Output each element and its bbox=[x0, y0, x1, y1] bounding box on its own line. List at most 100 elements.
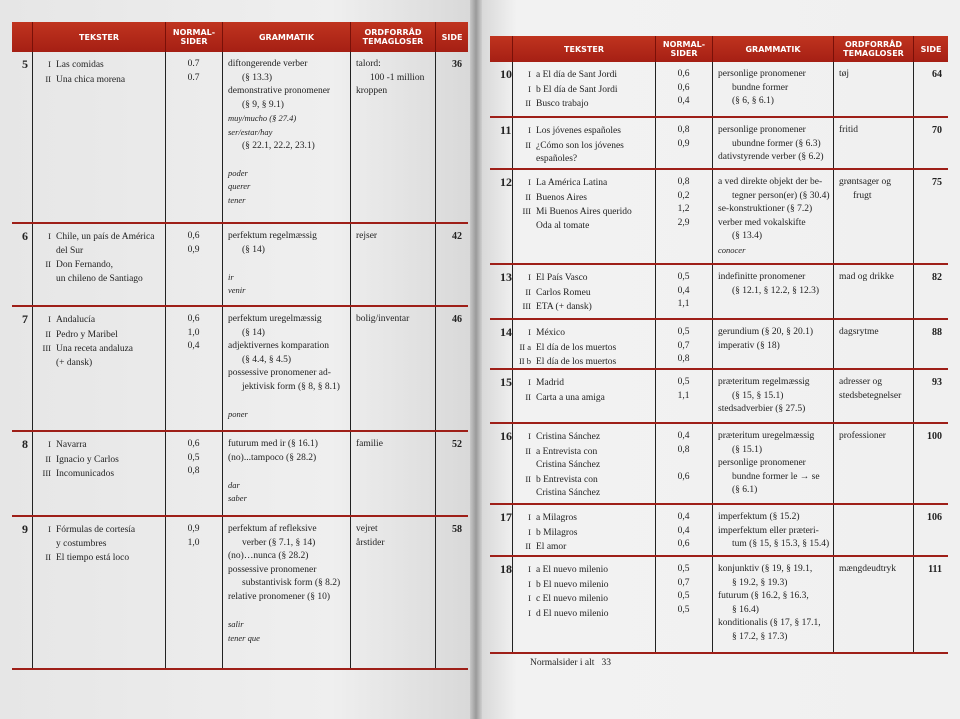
vocab-line: bolig/inventar bbox=[356, 314, 410, 324]
grammar-line: stedsadverbier (§ 27.5) bbox=[718, 404, 806, 415]
normal-pages-value: 0,4 bbox=[187, 341, 200, 352]
grammar-cell: præteritum uregelmæssig (§ 15.1) personlig… bbox=[712, 424, 833, 498]
text-title: Una receta andaluza bbox=[56, 344, 134, 355]
grammar-line: konjunktiv (§ 19, § 19.1, bbox=[718, 564, 813, 574]
text-entry: II Don Fernando, bbox=[32, 258, 165, 273]
column-divider bbox=[512, 62, 513, 116]
table-row: 6 I Chile, un país de América del Sur II Don … bbox=[12, 222, 468, 305]
texts-cell: I Fórmulas de cortesía y costumbres II El ti… bbox=[32, 517, 165, 566]
vocab-cell: rejser bbox=[350, 224, 435, 244]
texts-cell: I Cristina Sánchez II a Entrevista con Crist… bbox=[512, 424, 655, 501]
page-number: 52 bbox=[452, 439, 462, 450]
column-divider bbox=[512, 170, 513, 263]
text-title: b Milagros bbox=[536, 527, 578, 538]
column-divider bbox=[512, 118, 513, 168]
grammar-cell: konjunktiv (§ 19, § 19.1, § 19.2, § 19.3)… bbox=[712, 557, 833, 645]
vocab-cell: grøntsager og frugt bbox=[833, 170, 913, 203]
text-entry: Cristina Sánchez bbox=[512, 459, 655, 473]
grammar-line: muy/mucho (§ 27.4) bbox=[228, 113, 297, 124]
text-title: del Sur bbox=[56, 245, 84, 256]
roman-numeral: I bbox=[48, 59, 51, 69]
normal-pages-value: 0,9 bbox=[187, 524, 200, 534]
texts-cell: I El País Vasco II Carlos Romeu III ETA (+ da… bbox=[512, 265, 655, 315]
vocab-cell: familie bbox=[350, 432, 435, 452]
vocab-line: talord: bbox=[356, 59, 381, 69]
normal-pages-cell: 0,9 1,0 bbox=[165, 517, 222, 550]
text-entry: I La América Latina bbox=[512, 176, 655, 191]
text-title: d El nuevo milenio bbox=[536, 608, 609, 619]
column-divider bbox=[655, 505, 656, 555]
grammar-line: salir bbox=[228, 619, 244, 630]
normal-pages-value: 0,5 bbox=[677, 604, 690, 615]
vocab-line: mængdeudtryk bbox=[839, 564, 896, 574]
header-tekster: TEKSTER bbox=[32, 22, 165, 52]
text-entry: I Andalucía bbox=[32, 313, 165, 328]
table-row: 14 I México II a El día de los muertos II b El… bbox=[490, 318, 948, 368]
chapter-number: 9 bbox=[22, 522, 28, 536]
grammar-line: (§ 12.1, § 12.2, § 12.3) bbox=[732, 285, 820, 296]
grammar-line: § 17.2, § 17.3) bbox=[732, 631, 788, 642]
chapter-number: 18 bbox=[500, 562, 512, 576]
text-entry: un chileno de Santiago bbox=[32, 273, 165, 287]
grammar-cell: perfektum af refleksive verber (§ 7.1, § … bbox=[222, 517, 350, 645]
text-title: españoles? bbox=[536, 154, 578, 165]
column-divider bbox=[913, 62, 914, 116]
grammar-line: (§ 6.1) bbox=[732, 485, 758, 496]
grammar-line: verber med vokalskifte bbox=[718, 217, 806, 228]
text-entry: III Una receta andaluza bbox=[32, 342, 165, 357]
grammar-line: indefinitte pronomener bbox=[718, 272, 806, 282]
column-divider bbox=[435, 224, 436, 305]
grammar-line bbox=[228, 257, 350, 271]
column-divider bbox=[712, 424, 713, 503]
column-divider bbox=[32, 307, 33, 430]
text-title: b Entrevista con bbox=[536, 474, 598, 485]
text-title: c El nuevo milenio bbox=[536, 594, 609, 605]
column-divider bbox=[655, 370, 656, 422]
column-divider bbox=[712, 505, 713, 555]
text-entry: II El amor bbox=[512, 540, 655, 555]
normal-pages-value: 0.7 bbox=[187, 72, 200, 83]
text-entry: II Una chica morena bbox=[32, 73, 165, 88]
texts-cell: I Chile, un país de América del Sur II Don F… bbox=[32, 224, 165, 286]
book-gutter bbox=[470, 0, 482, 719]
vocab-cell: bolig/inventar bbox=[350, 307, 435, 327]
normal-pages-cell: 0,5 0,7 0,8 bbox=[655, 320, 712, 367]
column-divider bbox=[435, 517, 436, 668]
column-divider bbox=[833, 370, 834, 422]
grammar-cell: futurum med ir (§ 16.1) (no)...tampoco (§… bbox=[222, 432, 350, 506]
text-title: Pedro y Maribel bbox=[56, 329, 118, 340]
roman-numeral: I bbox=[528, 431, 531, 441]
vocab-line: mad og drikke bbox=[839, 272, 894, 282]
table-row: 8 I Navarra II Ignacio y Carlos III Incomunica… bbox=[12, 430, 468, 515]
grammar-line: tegner person(er) (§ 30.4) bbox=[732, 190, 830, 201]
normal-pages-value: 0,2 bbox=[677, 190, 690, 201]
texts-cell: I Madrid II Carta a una amiga bbox=[512, 370, 655, 405]
text-title: El tiempo está loco bbox=[56, 553, 130, 564]
roman-numeral: II bbox=[45, 73, 51, 84]
vocab-cell: mad og drikke bbox=[833, 265, 913, 285]
header-ordforrad: ORDFORRÅD TEMAGLOSER bbox=[833, 36, 913, 62]
header-side: SIDE bbox=[913, 36, 948, 62]
grammar-line: bundne former le → se bbox=[732, 471, 820, 482]
grammar-line: se-konstruktioner (§ 7.2) bbox=[718, 204, 813, 215]
column-divider bbox=[222, 307, 223, 430]
text-title: Incomunicados bbox=[56, 469, 115, 480]
chapter-number: 16 bbox=[500, 429, 512, 443]
grammar-line: perfektum uregelmæssig bbox=[228, 314, 322, 324]
text-title: Una chica morena bbox=[56, 74, 126, 85]
roman-numeral: I bbox=[528, 83, 531, 94]
header-grammatik: GRAMMATIK bbox=[222, 22, 350, 52]
column-divider bbox=[833, 505, 834, 555]
texts-cell: I Los jóvenes españoles II ¿Cómo son los jó… bbox=[512, 118, 655, 167]
column-divider bbox=[350, 52, 351, 222]
roman-numeral: III bbox=[522, 206, 532, 217]
text-entry: I Madrid bbox=[512, 376, 655, 391]
text-entry: II b Entrevista con bbox=[512, 473, 655, 488]
column-divider bbox=[913, 505, 914, 555]
text-title: a Milagros bbox=[536, 513, 577, 523]
text-title: Chile, un país de América bbox=[56, 232, 155, 242]
